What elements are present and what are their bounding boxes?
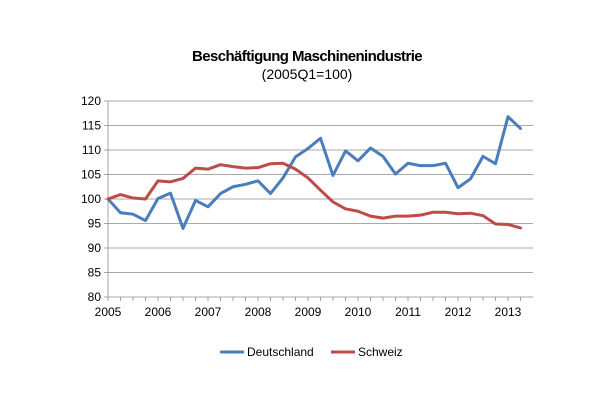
y-tick-label: 115 [82, 119, 101, 133]
series-line-deutschland [106, 115, 522, 230]
grid [108, 100, 533, 273]
axes [104, 100, 533, 301]
y-tick-label: 85 [88, 266, 102, 280]
y-tick-labels: 80 85 90 95 100 105 110 115 120 [81, 94, 101, 304]
chart-title: Beschäftigung Maschinenindustrie [192, 48, 422, 65]
y-tick-label: 80 [88, 290, 102, 304]
y-tick-label: 100 [81, 192, 101, 206]
legend: Deutschland Schweiz [220, 345, 403, 359]
y-tick-label: 120 [81, 94, 101, 108]
x-tick-label: 2013 [495, 305, 522, 319]
y-tick-label: 95 [88, 217, 102, 231]
y-tick-label: 110 [82, 143, 101, 157]
x-tick-label: 2011 [395, 305, 421, 319]
x-tick-label: 2009 [295, 305, 322, 319]
x-tick-label: 2010 [345, 305, 372, 319]
y-tick-label: 90 [88, 241, 102, 255]
x-tick-label: 2012 [445, 305, 472, 319]
series-lines [106, 115, 522, 230]
x-tick-label: 2005 [95, 305, 122, 319]
legend-label-deutschland: Deutschland [247, 345, 314, 359]
legend-label-schweiz: Schweiz [358, 345, 403, 359]
x-tick-label: 2006 [145, 305, 172, 319]
chart-subtitle: (2005Q1=100) [262, 66, 353, 82]
x-tick-labels: 2005 2006 2007 2008 2009 2010 2011 2012 2013 [95, 305, 522, 319]
series-line-schweiz [106, 161, 522, 230]
x-tick-label: 2008 [245, 305, 272, 319]
y-tick-label: 105 [81, 168, 101, 182]
x-tick-label: 2007 [195, 305, 222, 319]
